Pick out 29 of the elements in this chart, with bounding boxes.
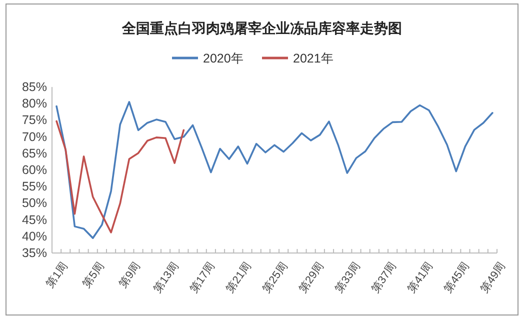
y-tick-label: 85% [22,80,47,94]
legend-label: 2021年 [293,52,334,66]
y-tick-label: 45% [22,212,47,227]
y-tick-label: 60% [22,163,47,177]
x-tick-label: 第1周 [44,260,70,290]
y-tick-label: 65% [22,146,47,160]
line-series [56,120,185,234]
x-tick-label: 第25周 [260,260,290,296]
y-tick-label: 40% [22,229,47,244]
legend-label: 2020年 [203,52,244,66]
x-tick-label: 第33周 [333,260,363,296]
y-tick-label: 70% [22,130,47,144]
y-tick-label: 80% [22,96,47,111]
x-tick-label: 第5周 [80,260,107,290]
x-tick-label: 第37周 [370,260,400,296]
y-tick-label: 50% [22,196,47,210]
x-tick-label: 第13周 [152,260,182,296]
line-series [56,101,494,239]
x-tick-label: 第21周 [224,260,254,296]
chart-title: 全国重点白羽肉鸡屠宰企业冻品库容率走势图 [121,20,402,36]
y-tick-label: 35% [22,246,47,260]
x-tick-label: 第9周 [117,260,143,290]
x-tick-label: 第29周 [296,260,326,296]
x-tick-label: 第45周 [442,260,472,296]
y-tick-label: 75% [22,113,47,128]
x-tick-label: 第17周 [188,260,218,296]
x-tick-label: 第41周 [406,260,436,296]
y-tick-label: 55% [22,180,47,194]
x-tick-label: 第49周 [478,260,508,296]
